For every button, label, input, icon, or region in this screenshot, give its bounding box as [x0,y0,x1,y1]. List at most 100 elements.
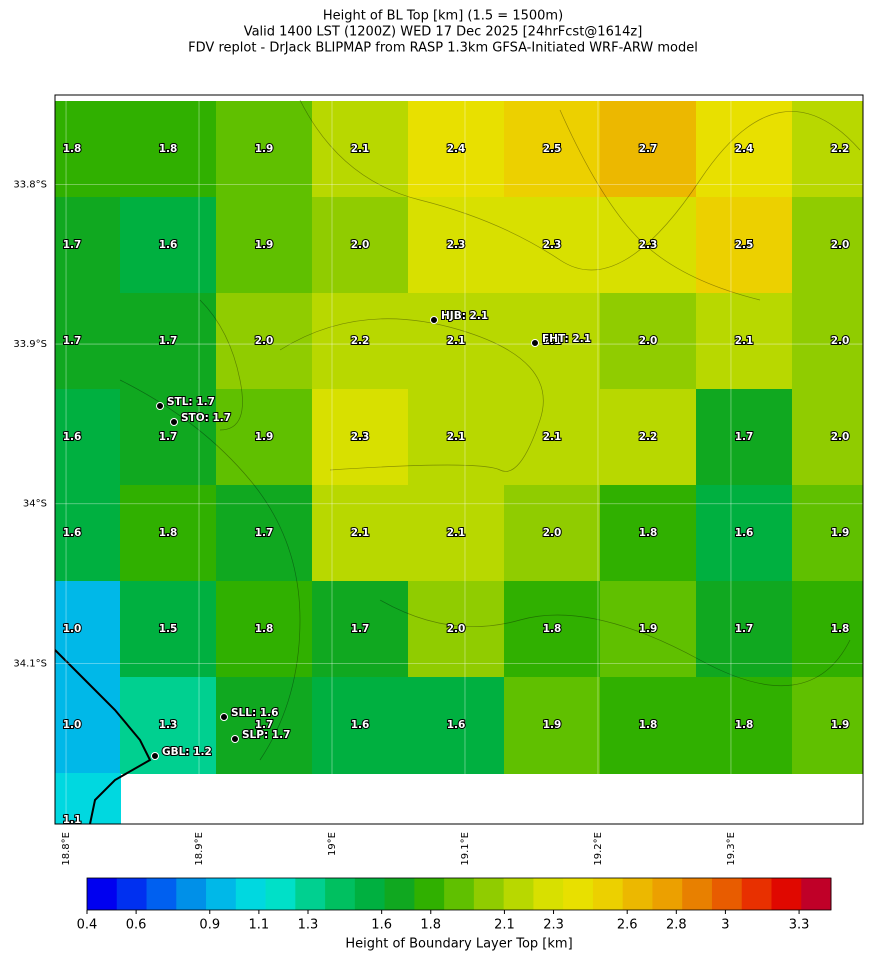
station-marker [151,752,159,760]
field-cell [600,389,697,486]
y-tick-label: 34.1°S [13,658,47,669]
grid-value-label: 2.3 [447,239,466,251]
field-cell [600,677,697,774]
grid-value-label: 1.6 [735,527,754,539]
grid-value-label: 1.0 [63,719,82,731]
x-tick-label: 18.8°E [61,832,72,866]
colorbar-swatch [87,878,118,910]
grid-value-label: 2.1 [447,527,466,539]
field-cell [504,581,601,678]
grid-value-label: 1.8 [831,623,850,635]
colorbar-swatch [354,878,386,910]
station-marker [156,402,164,410]
colorbar-tick-label: 3 [721,918,729,933]
colorbar-swatch [384,878,415,910]
field-cell [120,581,217,678]
grid-value-label: 1.7 [255,719,274,731]
field-cell [216,677,313,774]
station-label: SLP: 1.7 [242,729,290,741]
grid-value-label: 2.1 [351,143,370,155]
colorbar-swatch [265,878,296,910]
field-cell [696,197,793,294]
grid-value-label: 1.7 [159,431,178,443]
field-cell [408,389,505,486]
grid-value-label: 1.8 [639,527,658,539]
colorbar-label: Height of Boundary Layer Top [km] [345,937,572,952]
field-cell [55,197,121,294]
grid-value-label: 1.6 [63,527,82,539]
field-cell [504,293,601,390]
grid-value-label: 2.4 [735,143,754,155]
colorbar-swatch [771,878,802,910]
colorbar-swatch [176,878,207,910]
map-field [55,101,863,824]
grid-value-label: 2.0 [447,623,466,635]
chart-title: FDV replot - DrJack BLIPMAP from RASP 1.… [188,41,698,56]
field-cell [792,101,863,198]
graticule [55,95,863,824]
grid-value-label: 2.1 [351,527,370,539]
field-cell [312,197,409,294]
colorbar-swatch [414,878,445,910]
grid-value-label: 2.1 [735,335,754,347]
field-cell [696,101,793,198]
colorbar-swatch [563,878,594,910]
grid-value-label: 1.7 [255,527,274,539]
field-cell [216,293,313,390]
field-cell [55,773,121,824]
colorbar-swatch [652,878,683,910]
colorbar-tick-label: 2.3 [543,918,564,933]
x-tick-label: 19°E [327,832,338,856]
field-cell [312,485,409,582]
colorbar-swatch [146,878,177,910]
field-cell [792,293,863,390]
stations: HJB: 2.1 FHT: 2.1 STL: 1.7 STO: 1.7 SLL: 1.6… [151,309,592,760]
colorbar-swatch [533,878,564,910]
grid-value-label: 2.2 [351,335,370,347]
grid-value-label: 2.0 [831,335,850,347]
map-frame [54,94,864,825]
field-cell [120,677,217,774]
colorbar-tick-label: 2.1 [494,918,515,933]
field-cell [216,581,313,678]
grid-value-label: 1.6 [63,431,82,443]
colorbar-tick-label: 2.8 [666,918,687,933]
field-cell [792,197,863,294]
colorbar-swatch [235,878,267,910]
field-cell [55,389,121,486]
grid-value-label: 2.5 [543,143,562,155]
grid-value-label: 2.0 [255,335,274,347]
field-cell [216,197,313,294]
field-cell [600,101,697,198]
field-cell [504,197,601,294]
grid-value-label: 2.0 [831,239,850,251]
grid-labels: 1.8 1.8 1.9 2.1 2.4 2.5 2.7 2.4 2.2 1.7 1.6 1.9 2.0 2… [62,142,851,827]
colorbar-swatch [801,878,832,910]
grid-value-label: 2.3 [639,239,658,251]
field-cell [792,485,863,582]
station-label: STL: 1.7 [167,396,215,408]
field-cell [600,293,697,390]
colorbar-swatch [116,878,148,910]
grid-value-label: 1.5 [159,623,178,635]
y-tick-label: 34°S [23,499,47,510]
colorbar-tick-label: 0.9 [199,918,220,933]
grid-value-label: 1.9 [543,719,562,731]
field-cell [216,101,313,198]
field-cell [312,677,409,774]
colorbar-swatch [206,878,237,910]
field-cell [312,389,409,486]
title-block: Height of BL Top [km] (1.5 = 1500m)Valid… [188,9,698,56]
field-cell [120,197,217,294]
station-label: FHT: 2.1 [542,333,591,345]
grid-value-label: 1.9 [831,527,850,539]
grid-value-label: 1.7 [351,623,370,635]
station-label: SLL: 1.6 [231,707,278,719]
field-cell [792,389,863,486]
grid-value-label: 2.5 [735,239,754,251]
field-cell [216,389,313,486]
field-cell [600,485,697,582]
colorbar-frame [86,877,832,911]
field-cell [504,101,601,198]
field-cell [312,581,409,678]
